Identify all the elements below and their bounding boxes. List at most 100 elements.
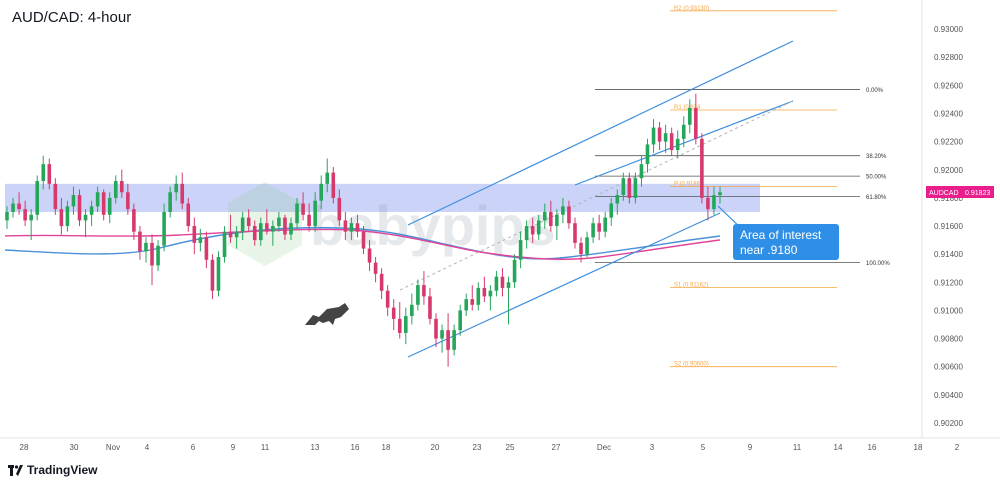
candle[interactable] <box>621 172 626 201</box>
candle[interactable] <box>113 175 118 204</box>
candle[interactable] <box>35 175 40 221</box>
candle[interactable] <box>464 293 469 317</box>
candle[interactable] <box>385 285 390 317</box>
candle[interactable] <box>633 172 638 204</box>
candle[interactable] <box>434 313 438 348</box>
candle[interactable] <box>216 251 221 297</box>
candle[interactable] <box>222 226 227 263</box>
candle[interactable] <box>627 172 632 204</box>
candle[interactable] <box>77 189 82 227</box>
channel-upper-line[interactable] <box>407 40 794 226</box>
candle[interactable] <box>639 155 644 187</box>
candle[interactable] <box>138 226 142 260</box>
candle[interactable] <box>331 166 336 204</box>
candle[interactable] <box>65 200 70 232</box>
candle[interactable] <box>700 133 704 204</box>
candle[interactable] <box>416 279 420 311</box>
candle[interactable] <box>246 209 251 232</box>
candle[interactable] <box>301 192 305 221</box>
candle[interactable] <box>186 197 191 232</box>
candle[interactable] <box>41 155 46 190</box>
candle[interactable] <box>657 121 662 151</box>
candle[interactable] <box>645 138 650 173</box>
candle[interactable] <box>234 226 239 249</box>
candle[interactable] <box>494 271 499 297</box>
candle[interactable] <box>89 200 94 227</box>
candle[interactable] <box>107 192 112 224</box>
candle[interactable] <box>718 186 722 204</box>
candle[interactable] <box>228 214 233 243</box>
candle[interactable] <box>120 169 124 198</box>
candle[interactable] <box>567 200 571 229</box>
candle[interactable] <box>277 211 281 232</box>
candle[interactable] <box>289 217 293 241</box>
fibonacci-retracement[interactable]: 0.00% 38.20% 50.00% 61.80% 100.00% <box>595 88 890 267</box>
candle[interactable] <box>210 254 215 300</box>
candle[interactable] <box>609 197 614 227</box>
candle[interactable] <box>476 282 481 311</box>
candle[interactable] <box>53 178 58 215</box>
candle[interactable] <box>482 276 487 302</box>
candle[interactable] <box>446 313 450 367</box>
candle[interactable] <box>349 217 354 241</box>
candle[interactable] <box>204 231 209 269</box>
candle[interactable] <box>675 130 680 159</box>
candle[interactable] <box>101 189 106 221</box>
candle[interactable] <box>144 237 148 263</box>
candle[interactable] <box>549 200 553 232</box>
candle[interactable] <box>126 183 130 215</box>
candle[interactable] <box>337 189 342 227</box>
candle[interactable] <box>470 285 475 311</box>
candle[interactable] <box>150 234 154 286</box>
candle[interactable] <box>687 99 692 134</box>
candle[interactable] <box>597 214 601 241</box>
candle[interactable] <box>83 209 88 238</box>
candle[interactable] <box>373 256 378 283</box>
candle[interactable] <box>440 324 444 353</box>
candle[interactable] <box>5 206 9 229</box>
candle[interactable] <box>555 209 559 241</box>
candle[interactable] <box>156 240 160 272</box>
candle[interactable] <box>591 217 595 243</box>
candle[interactable] <box>11 197 15 218</box>
candle[interactable] <box>174 175 178 201</box>
candle[interactable] <box>542 203 547 229</box>
candle[interactable] <box>192 217 197 255</box>
candle[interactable] <box>579 237 583 263</box>
candle[interactable] <box>428 287 432 325</box>
candle[interactable] <box>500 268 505 297</box>
candle[interactable] <box>518 231 523 269</box>
candle[interactable] <box>524 220 529 249</box>
candle[interactable] <box>367 240 372 272</box>
candle[interactable] <box>343 211 348 241</box>
candle[interactable] <box>397 301 402 339</box>
candle[interactable] <box>29 209 33 241</box>
candle[interactable] <box>458 304 462 336</box>
candle[interactable] <box>681 116 686 148</box>
candle[interactable] <box>258 217 263 246</box>
candle[interactable] <box>506 276 511 325</box>
candle[interactable] <box>319 175 324 210</box>
candle[interactable] <box>17 192 21 215</box>
candle[interactable] <box>512 254 517 288</box>
candle[interactable] <box>669 127 674 156</box>
candle[interactable] <box>651 119 656 153</box>
candle[interactable] <box>694 93 698 145</box>
candle[interactable] <box>47 158 52 190</box>
candle[interactable] <box>295 197 299 229</box>
candle[interactable] <box>265 209 269 235</box>
candle[interactable] <box>59 197 64 235</box>
candle[interactable] <box>240 211 245 241</box>
candle[interactable] <box>530 217 535 243</box>
candle[interactable] <box>706 186 710 221</box>
candle[interactable] <box>379 268 384 300</box>
candle[interactable] <box>252 220 257 246</box>
candle[interactable] <box>452 324 456 356</box>
candlesticks[interactable] <box>5 93 722 367</box>
ema-blue-line[interactable] <box>4 226 721 260</box>
candle[interactable] <box>585 231 589 257</box>
candle[interactable] <box>536 214 541 241</box>
pivot-points[interactable]: R2 (0.93130) R1 (0.924 P (0.9186 S1 (0.9116… <box>670 6 837 368</box>
candle[interactable] <box>168 186 172 218</box>
